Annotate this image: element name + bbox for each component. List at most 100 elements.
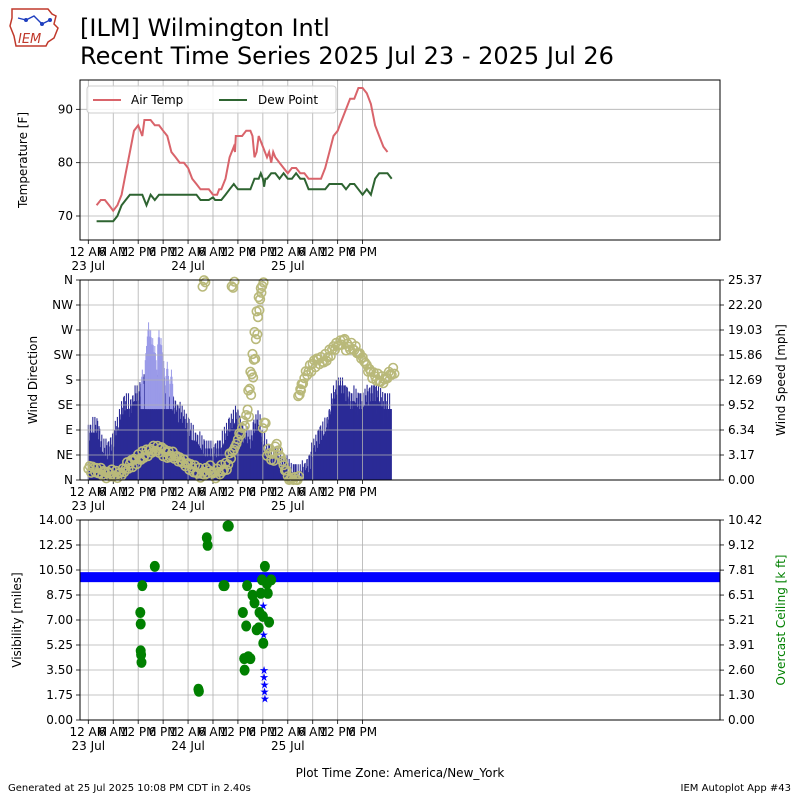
wind-x-tick-label: 12 PM <box>220 485 257 499</box>
wind-direction-point <box>228 282 239 293</box>
wind-dir-tick-label: NW <box>52 298 73 312</box>
ceiling-point <box>135 618 146 630</box>
wind-dir-tick-label: SW <box>54 348 74 362</box>
wind-dir-tick-label: W <box>61 323 73 337</box>
ceiling-point <box>242 580 253 592</box>
wind-speed-bar <box>269 462 271 480</box>
wind-speed-tick-label: 6.34 <box>728 423 755 437</box>
ceiling-point <box>219 580 230 592</box>
ceiling-tick-label: 5.21 <box>728 613 755 627</box>
ceiling-point <box>266 574 277 586</box>
wind-x-tick-label: 12 PM <box>319 485 356 499</box>
temp-y-tick-label: 70 <box>58 209 73 223</box>
wind-speed-tick-label: 0.00 <box>728 473 755 487</box>
temp-x-tick-label: 12 AM <box>169 245 207 259</box>
temp-x-tick-label: 12 PM <box>220 245 257 259</box>
vis-x-tick-label: 6 AM <box>98 725 128 739</box>
visibility-star: ★ <box>260 693 270 706</box>
wind-direction-point <box>227 446 238 457</box>
ceiling-point <box>202 539 213 551</box>
wind-dir-tick-label: S <box>65 373 73 387</box>
wind-speed-bar <box>315 441 318 480</box>
wind-direction-point <box>293 391 304 402</box>
vis-tick-label: 8.75 <box>46 588 73 602</box>
svg-text:IEM: IEM <box>18 32 41 47</box>
wind-direction-point <box>225 453 237 464</box>
wind-speed-tick-label: 19.03 <box>728 323 762 337</box>
wind-direction-point <box>248 372 259 383</box>
ceiling-point <box>249 597 260 609</box>
wind-speed-tick-label: 12.69 <box>728 373 762 387</box>
wind-speed-bar <box>280 472 282 480</box>
temp-x-tick-label: 12 PM <box>120 245 157 259</box>
visibility-panel <box>79 519 721 721</box>
ceiling-point <box>262 587 273 599</box>
wind-speed-bar <box>188 418 190 480</box>
wind-direction-point <box>244 383 255 394</box>
wind-speed-bar <box>101 434 103 480</box>
time-zone-label: Plot Time Zone: America/New_York <box>296 766 505 780</box>
wind-x-day-label: 24 Jul <box>171 499 205 513</box>
wind-dir-tick-label: N <box>64 473 73 487</box>
wind-dir-tick-label: SE <box>58 398 73 412</box>
ceiling-tick-label: 10.42 <box>728 513 762 527</box>
legend-box <box>86 85 337 114</box>
air-temp-line <box>95 87 389 213</box>
visibility-star: ★ <box>260 685 270 698</box>
wind-x-tick-label: 6 PM <box>348 485 377 499</box>
wind-direction-point <box>255 283 266 294</box>
iem-logo: IEM <box>9 8 59 47</box>
wind-speed-tick-label: 3.17 <box>728 448 755 462</box>
wind-speed-bar <box>97 420 99 480</box>
wind-direction-point <box>254 305 265 316</box>
app-credit: IEM Autoplot App #43 <box>680 783 791 794</box>
wind-speed-tick-label: 22.20 <box>728 298 762 312</box>
wind-speed-bar <box>275 456 277 480</box>
vis-x-tick-label: 12 AM <box>269 725 307 739</box>
wind-dir-tick-label: N <box>64 273 73 287</box>
temp-x-day-label: 24 Jul <box>171 259 205 273</box>
wind-direction-point <box>223 459 234 470</box>
vis-tick-label: 14.00 <box>39 513 73 527</box>
visibility-star: ★ <box>259 628 269 641</box>
ceiling-tick-label: 7.81 <box>728 563 755 577</box>
wind-direction-point <box>273 445 284 456</box>
temperature-panel <box>79 79 721 241</box>
vis-tick-label: 3.50 <box>46 663 73 677</box>
wind-x-tick-label: 12 PM <box>120 485 157 499</box>
wind-dir-tick-label: E <box>65 423 73 437</box>
wind-direction-point <box>389 368 400 379</box>
wind-speed-bar <box>204 440 206 480</box>
wind-direction-point <box>243 411 255 422</box>
wind-speed-bar <box>311 442 313 480</box>
ceiling-point <box>245 653 256 665</box>
vis-x-tick-label: 6 AM <box>198 725 228 739</box>
wind-speed-bar <box>309 454 311 480</box>
wind-direction-point <box>388 362 399 373</box>
legend-air-temp-label: Air Temp <box>131 93 183 107</box>
temp-x-tick-label: 6 PM <box>149 245 178 259</box>
wind-direction-point <box>271 438 282 450</box>
wind-direction-axis-label: Wind Direction <box>26 336 40 424</box>
temp-x-tick-label: 6 AM <box>298 245 328 259</box>
vis-tick-label: 0.00 <box>46 713 73 727</box>
ceiling-point <box>237 607 248 618</box>
ceiling-tick-label: 0.00 <box>728 713 755 727</box>
wind-direction-point <box>257 423 269 434</box>
wind-speed-bar <box>313 445 316 480</box>
wind-direction-point <box>252 312 264 323</box>
legend-dew-point-label: Dew Point <box>258 93 318 107</box>
wind-direction-point <box>281 465 292 476</box>
wind-x-day-label: 23 Jul <box>72 499 106 513</box>
vis-x-tick-label: 12 AM <box>169 725 207 739</box>
wind-speed-bar <box>264 449 266 480</box>
vis-x-tick-label: 12 AM <box>69 725 107 739</box>
wind-direction-point <box>297 378 309 389</box>
vis-x-tick-label: 6 PM <box>248 725 277 739</box>
visibility-star: ★ <box>259 664 269 677</box>
wind-direction-point <box>200 277 211 288</box>
wind-x-tick-label: 6 PM <box>149 485 178 499</box>
wind-speed-bar <box>306 466 309 480</box>
wind-speed-bar <box>273 456 275 480</box>
